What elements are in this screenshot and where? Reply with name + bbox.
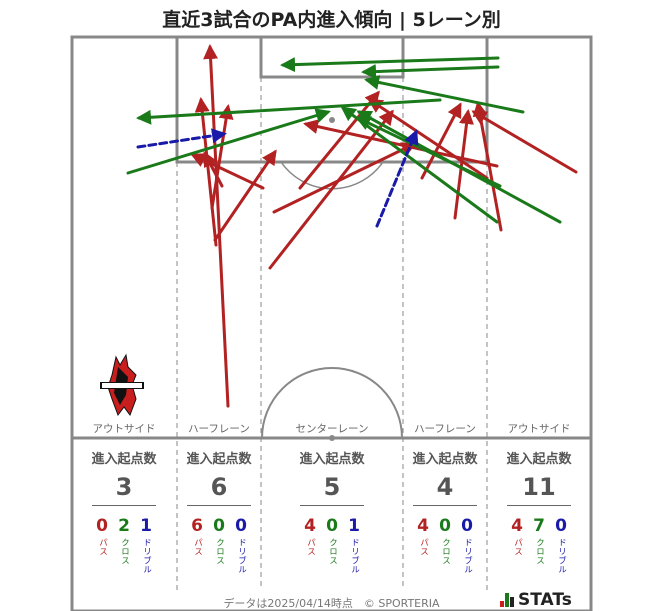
stat-header: 進入起点数 [299,452,365,467]
pass-count: 0 [96,516,108,536]
stat-divider [507,505,571,506]
dribble-label: ドリブル [556,538,567,574]
stat-total: 11 [522,473,556,501]
pass-count: 4 [304,516,316,536]
cross-label: クロス [534,538,545,565]
cross-count: 0 [439,516,451,536]
cross-arrow [355,116,502,188]
stat-total: 5 [323,473,341,501]
pass-arrow [203,151,224,188]
pass-arrow [298,90,380,190]
lane-label: ハーフレーン [414,423,476,435]
cross-label: クロス [327,538,338,565]
pass-arrow [272,142,417,214]
center-circle [261,367,403,439]
pitch-markings [70,35,593,611]
pass-arrow [213,149,277,242]
pass-label: パス [418,538,429,556]
dribble-arrow [375,129,419,228]
dribble-count: 1 [140,516,152,536]
stat-total: 4 [436,473,454,501]
club-crest-icon [100,353,144,417]
footer-note: データは2025/04/14時点 © SPORTERIA [223,597,440,610]
stats-logo-icon [500,593,514,607]
stat-divider [413,505,477,506]
pass-arrow [367,98,489,180]
lane-stat: 進入起点数 11 4 パス 7 クロス 0 ドリブル [489,448,589,574]
stat-header: 進入起点数 [506,452,572,467]
pass-arrow [471,110,578,174]
cross-arrow [136,98,442,125]
cross-arrow [340,106,499,224]
pass-arrow [420,102,462,180]
dribble-count: 0 [461,516,473,536]
lane-stat: 進入起点数 5 4 パス 0 クロス 1 ドリブル [282,448,382,574]
penalty-spot [329,117,335,123]
pass-arrow [203,44,230,408]
cross-arrow [361,64,500,80]
dribble-count: 0 [235,516,247,536]
pass-label: パス [192,538,203,556]
lane-stat: 進入起点数 3 0 パス 2 クロス 1 ドリブル [74,448,174,574]
cross-count: 0 [213,516,225,536]
dribble-arrow [136,128,227,149]
lane-label: ハーフレーン [188,423,250,435]
pass-label: パス [97,538,108,556]
stat-breakdown: 4 パス 0 クロス 0 ドリブル [395,516,495,574]
lane-stat: 進入起点数 4 4 パス 0 クロス 0 ドリブル [395,448,495,574]
pass-count: 4 [511,516,523,536]
pass-arrow [210,104,234,210]
pass-arrow [453,109,474,220]
cross-label: クロス [440,538,451,565]
dribble-count: 0 [555,516,567,536]
cross-arrow [280,56,500,73]
stat-header: 進入起点数 [412,452,478,467]
brand-name: STATs [518,590,572,610]
pass-arrow [472,101,503,232]
lane-stat: 進入起点数 6 6 パス 0 クロス 0 ドリブル [169,448,269,574]
stat-divider [92,505,156,506]
lane-label: センターレーン [295,423,369,435]
stat-breakdown: 4 パス 0 クロス 1 ドリブル [282,516,382,574]
center-spot [329,435,335,441]
page-title: 直近3試合のPA内進入傾向 | 5レーン別 [162,9,501,31]
pass-arrow [194,97,218,247]
dribble-label: ドリブル [236,538,247,574]
brand-logo: STATs [500,590,572,610]
cross-arrow [364,75,525,114]
lane-label: アウトサイド [92,423,156,435]
stat-total: 3 [115,473,133,501]
pass-arrow [268,109,394,270]
dribble-label: ドリブル [462,538,473,574]
goal-area [259,35,405,79]
dribble-label: ドリブル [349,538,360,574]
pass-label: パス [512,538,523,556]
cross-count: 0 [326,516,338,536]
cross-label: クロス [119,538,130,565]
pass-label: パス [305,538,316,556]
entry-arrows [126,44,578,408]
stat-divider [187,505,251,506]
cross-arrow [126,108,331,175]
stat-breakdown: 4 パス 7 クロス 0 ドリブル [489,516,589,574]
pass-count: 4 [417,516,429,536]
stat-header: 進入起点数 [186,452,252,467]
dribble-label: ドリブル [141,538,152,574]
stat-divider [300,505,364,506]
stat-breakdown: 6 パス 0 クロス 0 ドリブル [169,516,269,574]
dribble-count: 1 [348,516,360,536]
lane-label: アウトサイド [507,423,571,435]
stat-total: 6 [210,473,228,501]
pass-arrow [303,119,499,168]
cross-count: 7 [533,516,545,536]
cross-count: 2 [118,516,130,536]
pass-count: 6 [191,516,203,536]
stat-breakdown: 0 パス 2 クロス 1 ドリブル [74,516,174,574]
cross-label: クロス [214,538,225,565]
stat-header: 進入起点数 [91,452,157,467]
